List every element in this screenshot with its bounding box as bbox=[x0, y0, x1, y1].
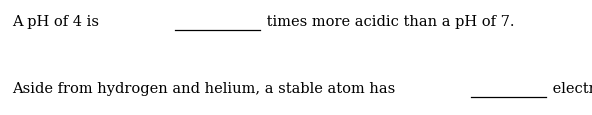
Text: Aside from hydrogen and helium, a stable atom has: Aside from hydrogen and helium, a stable… bbox=[12, 81, 400, 95]
Text: A pH of 4 is: A pH of 4 is bbox=[12, 14, 104, 28]
Text: electrons in its outer most shell.: electrons in its outer most shell. bbox=[548, 81, 592, 95]
Text: times more acidic than a pH of 7.: times more acidic than a pH of 7. bbox=[262, 14, 514, 28]
